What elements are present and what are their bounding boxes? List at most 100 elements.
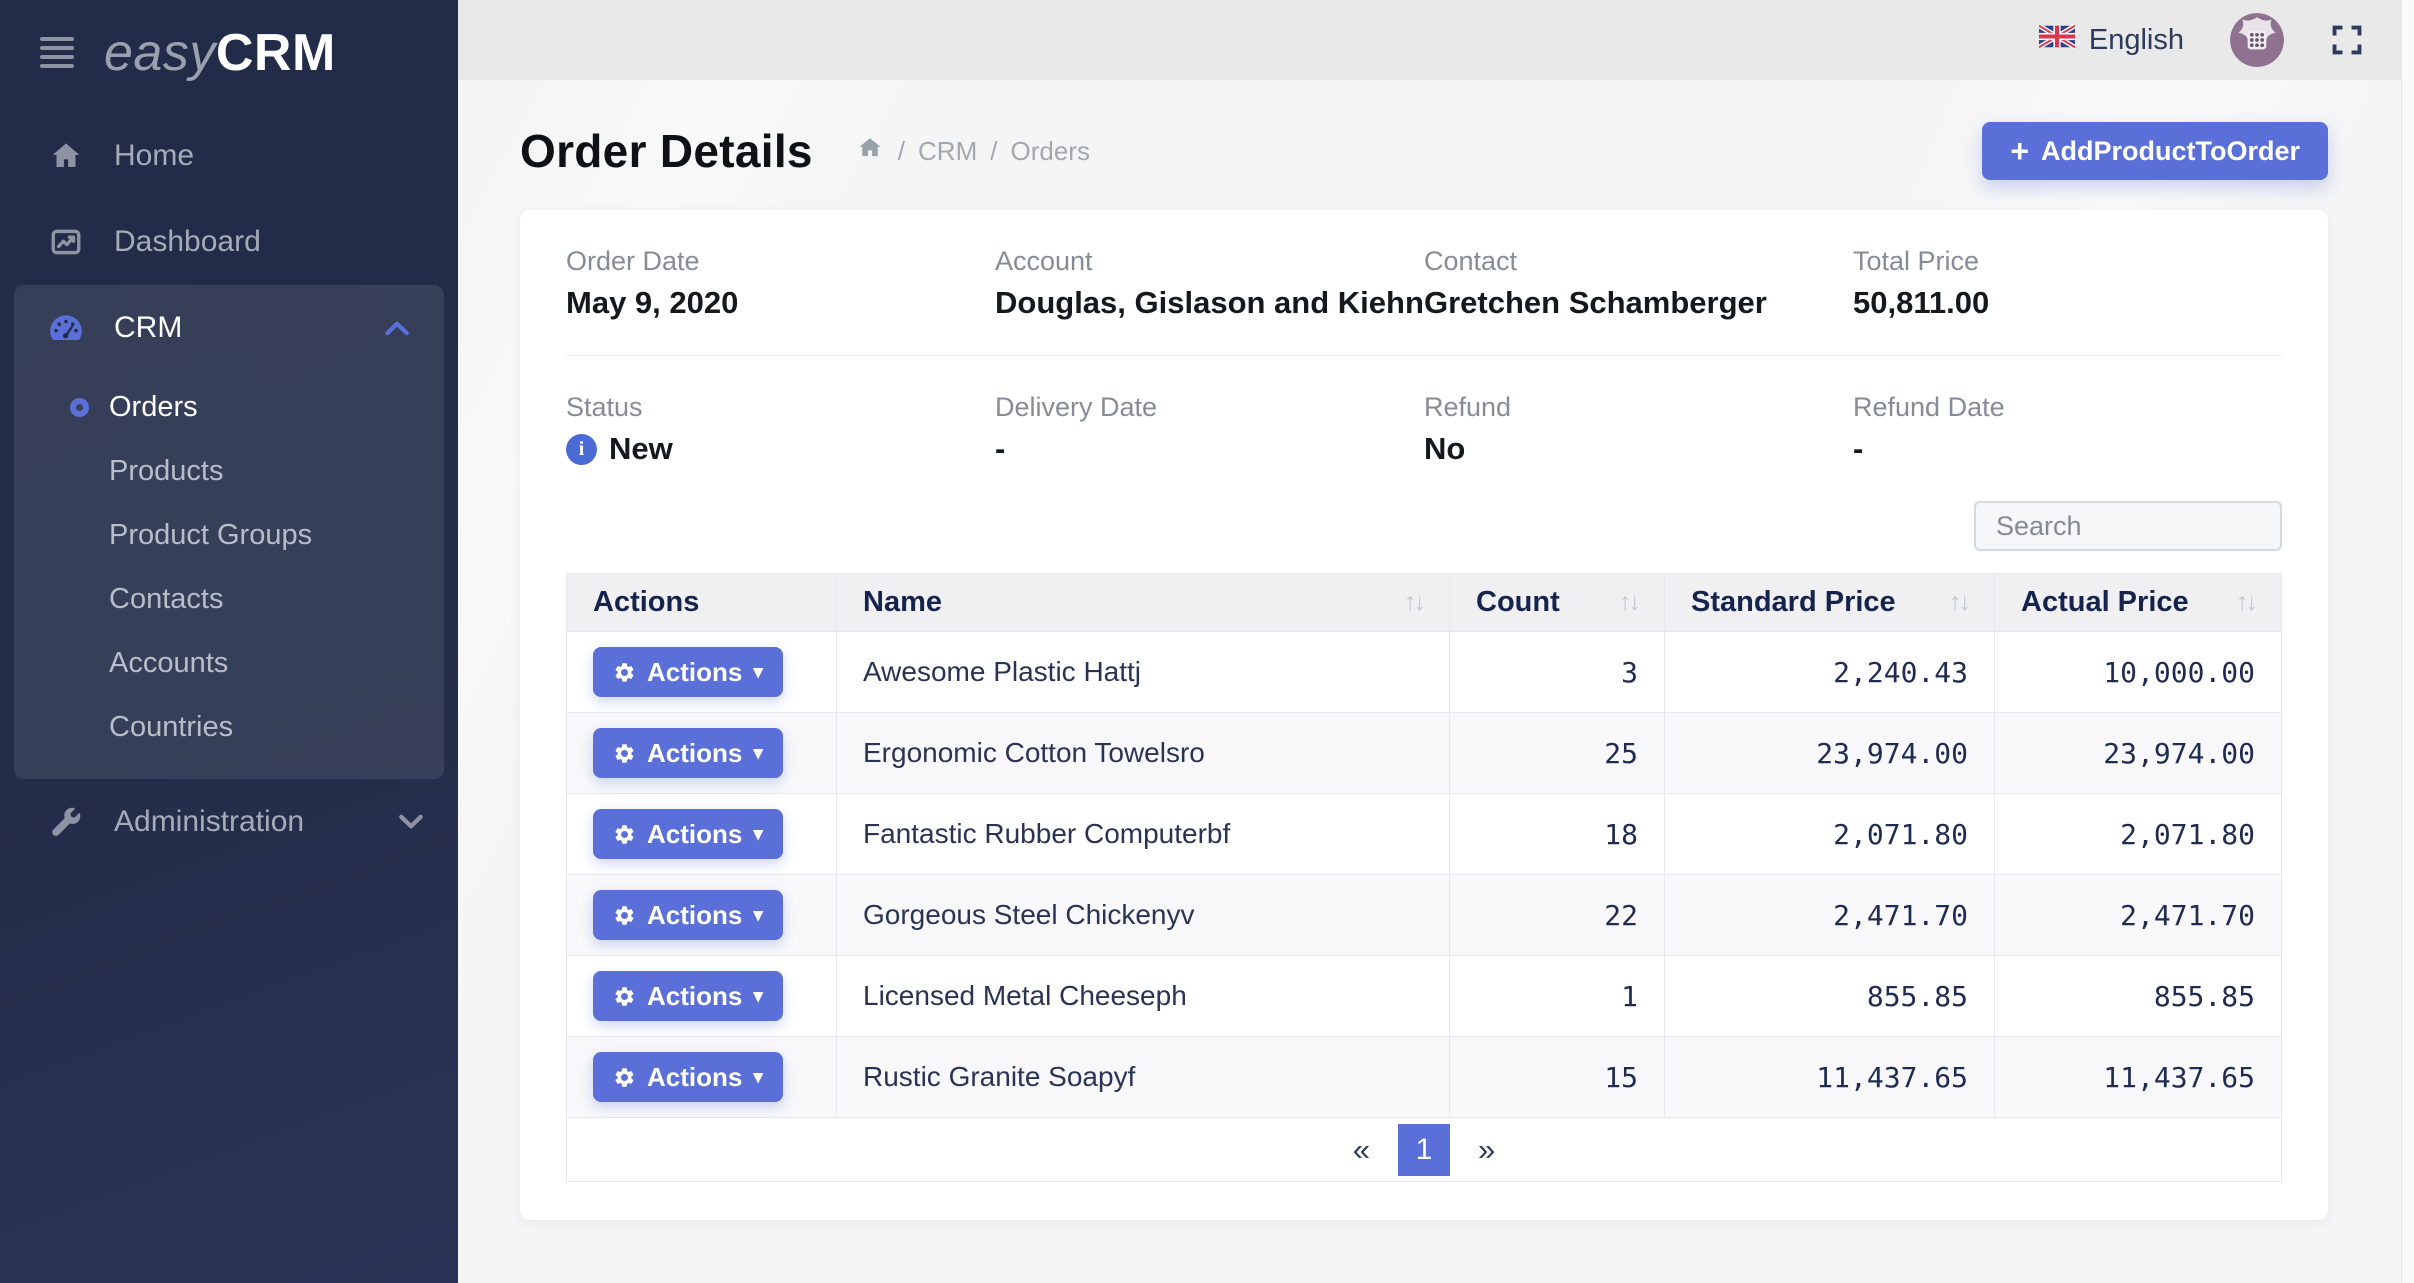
- product-name-cell: Licensed Metal Cheeseph: [836, 955, 1450, 1037]
- table-header-row: Actions Name ↑↓ Count ↑↓ Standard Price ↑↓ …: [566, 573, 2282, 632]
- chevron-down-icon: [398, 805, 424, 839]
- field-label: Refund: [1424, 392, 1512, 422]
- active-dot-icon: [70, 397, 89, 417]
- title-row: Order Details / CRM / Orders + AddProduc…: [520, 122, 2328, 180]
- sidebar-item-label: CRM: [114, 311, 183, 344]
- actual-price-cell: 10,000.00: [1994, 631, 2282, 713]
- sidebar-item-home[interactable]: Home: [0, 113, 458, 199]
- sort-icon[interactable]: ↑↓: [1404, 588, 1426, 616]
- row-actions-button[interactable]: Actions ▾: [593, 809, 783, 859]
- language-selector[interactable]: English: [2037, 23, 2184, 57]
- table-row: Actions ▾ Fantastic Rubber Computerbf 18 …: [566, 793, 2282, 875]
- field-label: Status: [566, 392, 643, 422]
- table-row: Actions ▾ Ergonomic Cotton Towelsro 25 23…: [566, 712, 2282, 794]
- brand-logo[interactable]: easyCRM: [104, 23, 336, 83]
- actual-price-cell: 23,974.00: [1994, 712, 2282, 794]
- actual-price-cell: 11,437.65: [1994, 1036, 2282, 1118]
- page-title: Order Details: [520, 125, 813, 177]
- field-refund: Refund No: [1424, 392, 1853, 467]
- column-header-name[interactable]: Name ↑↓: [836, 573, 1450, 632]
- column-header-count[interactable]: Count ↑↓: [1449, 573, 1665, 632]
- sidebar-item-countries[interactable]: Countries: [14, 695, 444, 759]
- breadcrumb-crm[interactable]: CRM: [918, 135, 978, 166]
- field-status: Status i New: [566, 392, 995, 467]
- actions-cell: Actions ▾: [566, 793, 837, 875]
- actions-button-label: Actions: [647, 737, 743, 768]
- field-value: -: [1853, 431, 1864, 466]
- count-cell: 22: [1449, 874, 1665, 956]
- sort-icon[interactable]: ↑↓: [2236, 588, 2258, 616]
- scrollbar[interactable]: [2401, 0, 2414, 1283]
- sidebar-item-label: Home: [114, 139, 195, 172]
- dashboard-icon: [46, 225, 86, 259]
- field-label: Delivery Date: [995, 392, 1158, 422]
- actual-price-cell: 855.85: [1994, 955, 2282, 1037]
- hamburger-menu-icon[interactable]: [40, 37, 74, 68]
- table-row: Actions ▾ Rustic Granite Soapyf 15 11,437…: [566, 1036, 2282, 1118]
- fullscreen-icon[interactable]: [2330, 23, 2364, 57]
- pagination: « 1 »: [566, 1118, 2282, 1182]
- breadcrumb-orders[interactable]: Orders: [1010, 135, 1090, 166]
- row-actions-button[interactable]: Actions ▾: [593, 728, 783, 778]
- actual-price-cell: 2,071.80: [1994, 793, 2282, 875]
- sidebar-item-products[interactable]: Products: [14, 439, 444, 503]
- sidebar-item-product-groups[interactable]: Product Groups: [14, 503, 444, 567]
- field-value: Gretchen Schamberger: [1424, 285, 1767, 320]
- count-cell: 15: [1449, 1036, 1665, 1118]
- caret-down-icon: ▾: [753, 742, 763, 764]
- row-actions-button[interactable]: Actions ▾: [593, 647, 783, 697]
- standard-price-cell: 2,071.80: [1664, 793, 1995, 875]
- sort-icon[interactable]: ↑↓: [1949, 588, 1971, 616]
- search-input[interactable]: [1974, 501, 2282, 551]
- info-icon[interactable]: i: [566, 433, 597, 465]
- breadcrumb-home-icon[interactable]: [855, 134, 885, 169]
- language-label: English: [2088, 23, 2184, 56]
- sidebar-item-label: Dashboard: [114, 225, 261, 258]
- home-icon: [46, 139, 86, 173]
- sidebar-item-label: Countries: [109, 710, 234, 743]
- field-label: Total Price: [1853, 246, 1980, 276]
- row-actions-button[interactable]: Actions ▾: [593, 890, 783, 940]
- standard-price-cell: 11,437.65: [1664, 1036, 1995, 1118]
- add-product-to-order-button[interactable]: + AddProductToOrder: [1982, 122, 2328, 180]
- sidebar-item-orders[interactable]: Orders: [14, 375, 444, 439]
- uk-flag-icon: [2037, 23, 2077, 57]
- sidebar-item-crm[interactable]: CRM: [14, 285, 444, 371]
- divider: [566, 355, 2282, 356]
- actions-button-label: Actions: [647, 899, 743, 930]
- breadcrumb: / CRM / Orders: [855, 134, 1090, 169]
- brand-crm: CRM: [215, 23, 336, 82]
- pagination-next[interactable]: »: [1478, 1131, 1496, 1167]
- column-header-actual-price[interactable]: Actual Price ↑↓: [1994, 573, 2282, 632]
- standard-price-cell: 2,471.70: [1664, 874, 1995, 956]
- pagination-page-1[interactable]: 1: [1398, 1123, 1450, 1176]
- status-badge: New: [609, 431, 673, 466]
- column-label: Actual Price: [2021, 586, 2189, 618]
- pagination-prev[interactable]: «: [1352, 1131, 1370, 1167]
- field-value: May 9, 2020: [566, 285, 739, 320]
- count-cell: 3: [1449, 631, 1665, 713]
- sidebar-item-accounts[interactable]: Accounts: [14, 631, 444, 695]
- order-products-table: Actions Name ↑↓ Count ↑↓ Standard Price ↑↓ …: [566, 573, 2282, 1118]
- sidebar-item-label: Contacts: [109, 582, 224, 615]
- caret-down-icon: ▾: [753, 985, 763, 1007]
- sidebar-item-contacts[interactable]: Contacts: [14, 567, 444, 631]
- crm-submenu: Orders Products Product Groups Contacts …: [14, 371, 444, 779]
- field-label: Order Date: [566, 246, 700, 276]
- row-actions-button[interactable]: Actions ▾: [593, 971, 783, 1021]
- add-button-label: AddProductToOrder: [2041, 135, 2300, 166]
- row-actions-button[interactable]: Actions ▾: [593, 1052, 783, 1102]
- sidebar-item-dashboard[interactable]: Dashboard: [0, 199, 458, 285]
- column-header-standard-price[interactable]: Standard Price ↑↓: [1664, 573, 1995, 632]
- column-header-actions: Actions: [566, 573, 837, 632]
- actions-button-label: Actions: [647, 656, 743, 687]
- caret-down-icon: ▾: [753, 904, 763, 926]
- avatar[interactable]: [2230, 13, 2284, 67]
- sort-icon[interactable]: ↑↓: [1619, 588, 1641, 616]
- actions-cell: Actions ▾: [566, 631, 837, 713]
- sidebar-item-administration[interactable]: Administration: [0, 779, 458, 865]
- field-order-date: Order Date May 9, 2020: [566, 246, 995, 321]
- field-value: No: [1424, 431, 1466, 466]
- logo-row: easyCRM: [0, 0, 458, 105]
- actions-button-label: Actions: [647, 818, 743, 849]
